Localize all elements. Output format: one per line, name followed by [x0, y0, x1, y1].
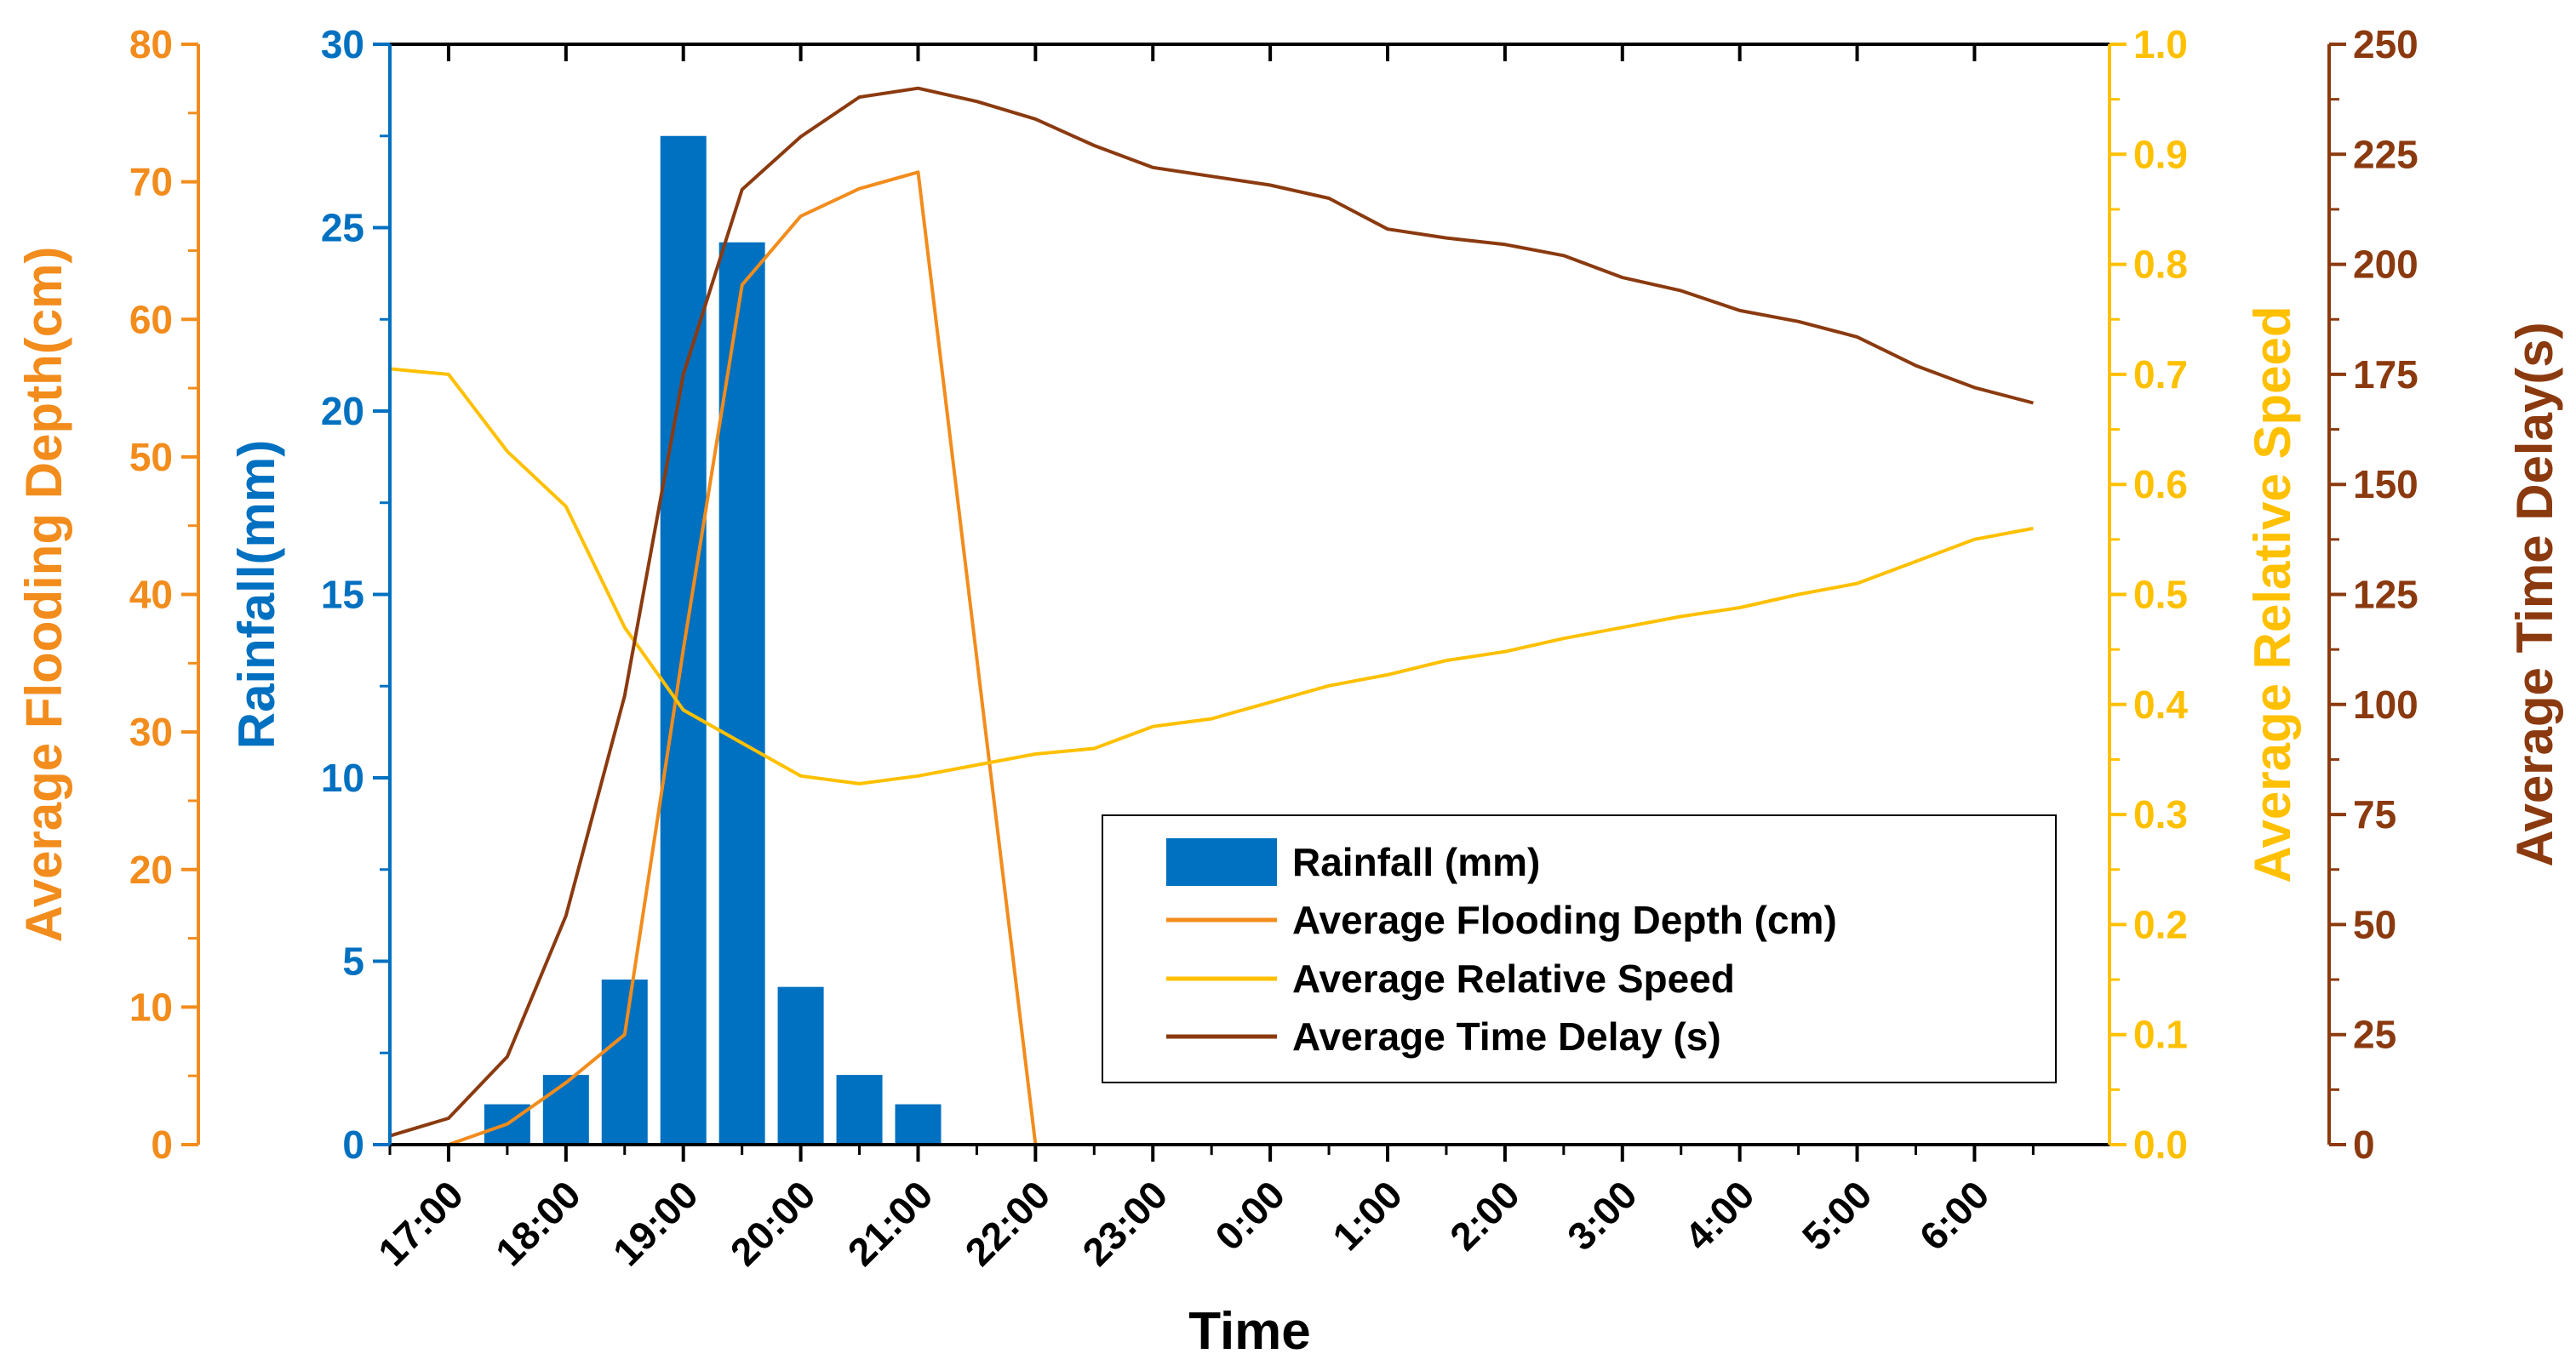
- speed-tick-label: 0.0: [2133, 1123, 2188, 1167]
- rainfall-axis-title: Rainfall(mm): [228, 440, 285, 749]
- speed-tick-label: 0.1: [2133, 1013, 2188, 1057]
- legend-label: Average Relative Speed: [1292, 957, 1735, 1001]
- delay-tick-label: 50: [2353, 902, 2396, 946]
- delay-tick-label: 25: [2353, 1013, 2396, 1057]
- legend-swatch-rainfall: [1166, 838, 1277, 886]
- depth-tick-label: 50: [129, 435, 173, 479]
- rainfall-tick-label: 25: [321, 206, 364, 250]
- delay-tick-label: 175: [2353, 352, 2419, 397]
- rainfall-bar: [601, 980, 648, 1145]
- legend: Rainfall (mm) Average Flooding Depth (cm)…: [1102, 814, 2057, 1083]
- depth-tick-label: 80: [129, 22, 173, 66]
- delay-tick-label: 225: [2353, 132, 2419, 176]
- delay-axis-title: Average Time Delay(s): [2506, 322, 2563, 866]
- delay-tick-label: 125: [2353, 573, 2419, 617]
- rainfall-tick-label: 0: [342, 1123, 364, 1167]
- depth-tick-label: 20: [129, 848, 173, 892]
- delay-tick-label: 75: [2353, 792, 2396, 837]
- speed-tick-label: 0.4: [2133, 683, 2188, 727]
- legend-label: Rainfall (mm): [1292, 840, 1540, 884]
- speed-tick-label: 0.8: [2133, 243, 2188, 287]
- rainfall-bar: [836, 1075, 883, 1145]
- speed-tick-label: 0.2: [2133, 902, 2188, 946]
- rainfall-bar: [542, 1075, 589, 1145]
- depth-tick-label: 0: [151, 1123, 173, 1167]
- depth-tick-label: 40: [129, 573, 173, 617]
- rainfall-bar: [895, 1104, 942, 1145]
- speed-tick-label: 0.6: [2133, 462, 2188, 506]
- speed-axis-title: Average Relative Speed: [2244, 306, 2301, 883]
- depth-tick-label: 30: [129, 710, 173, 754]
- rainfall-tick-label: 10: [321, 756, 364, 800]
- depth-tick-label: 60: [129, 297, 173, 341]
- delay-tick-label: 100: [2353, 683, 2419, 727]
- rainfall-bar: [777, 986, 824, 1145]
- rainfall-bar: [718, 242, 765, 1145]
- series-lines: [389, 86, 2034, 1146]
- delay-tick-label: 0: [2353, 1123, 2375, 1167]
- speed-tick-label: 0.5: [2133, 573, 2188, 617]
- depth-axis-title: Average Flooding Depth(cm): [15, 247, 72, 943]
- depth-tick-label: 70: [129, 160, 173, 204]
- relative-speed-line: [389, 367, 2034, 785]
- depth-tick-label: 10: [129, 985, 173, 1029]
- delay-tick-label: 200: [2353, 243, 2419, 287]
- rainfall-tick-label: 15: [321, 573, 364, 617]
- legend-label: Average Flooding Depth (cm): [1292, 898, 1837, 942]
- x-axis-title: Time: [1188, 1302, 1311, 1361]
- speed-tick-label: 0.9: [2133, 132, 2188, 176]
- flooding-depth-line: [448, 170, 1038, 1146]
- speed-tick-label: 0.3: [2133, 792, 2188, 837]
- delay-tick-label: 150: [2353, 462, 2419, 506]
- speed-tick-label: 1.0: [2133, 22, 2188, 66]
- legend-label: Average Time Delay (s): [1292, 1014, 1721, 1059]
- rainfall-tick-label: 20: [321, 389, 364, 433]
- delay-tick-label: 250: [2353, 22, 2419, 66]
- rainfall-tick-label: 30: [321, 22, 364, 66]
- time-delay-line: [389, 86, 2034, 1138]
- speed-tick-label: 0.7: [2133, 352, 2188, 397]
- rainfall-tick-label: 5: [342, 940, 364, 984]
